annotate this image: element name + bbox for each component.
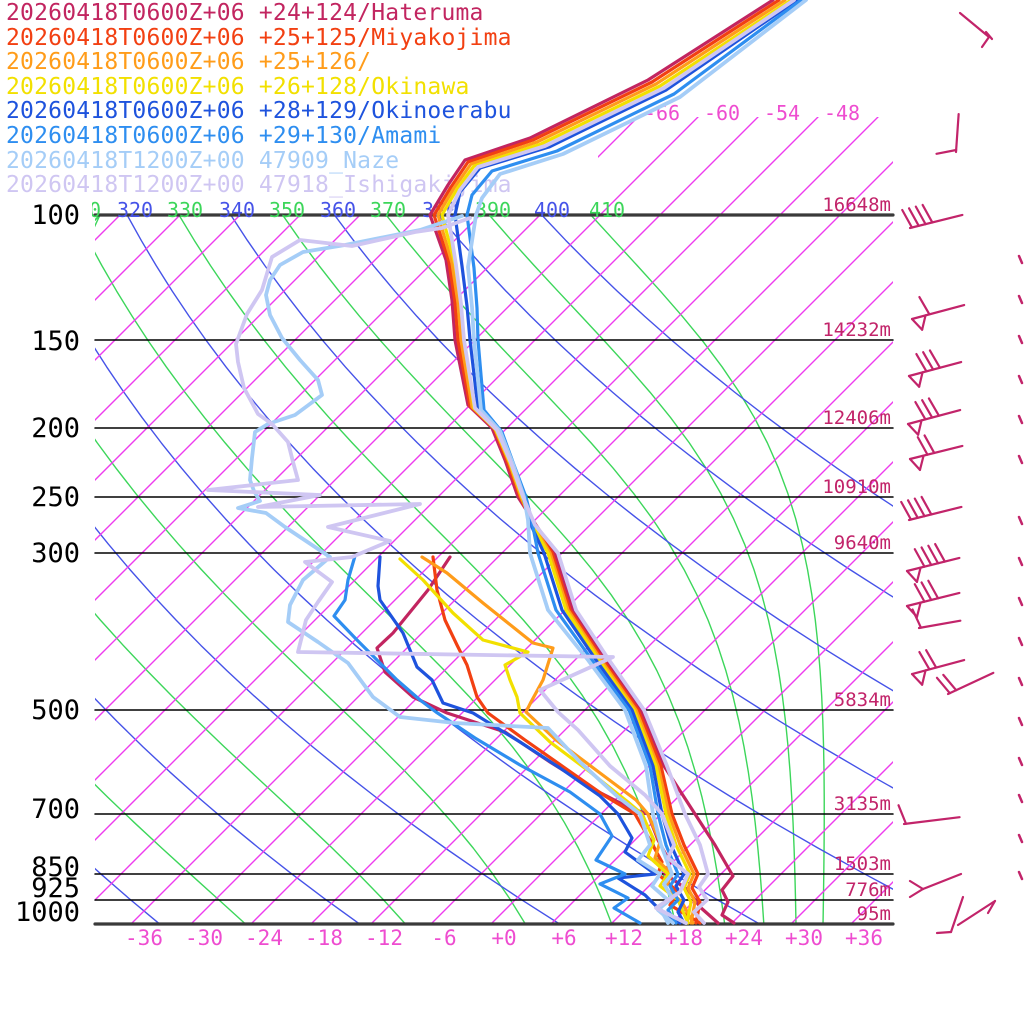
- svg-text:-54: -54: [764, 101, 800, 125]
- sounding-Naze_obs: [236, 0, 808, 925]
- temperature-curve-Hateruma_fcst: [428, 0, 775, 925]
- svg-text:360: 360: [320, 198, 356, 222]
- dry-adiabat-lines: [95, 215, 893, 924]
- svg-text:370: 370: [370, 198, 406, 222]
- dewpoint-curve-Ishigakijima_obs: [206, 216, 690, 925]
- legend-row-7: 20260418T1200Z+00 47918_Ishigakijima: [6, 172, 512, 199]
- svg-text:5834m: 5834m: [834, 689, 891, 711]
- svg-text:850: 850: [31, 852, 80, 883]
- sounding-Ishigakijima_obs: [206, 0, 796, 925]
- svg-text:95m: 95m: [857, 903, 891, 925]
- svg-text:14232m: 14232m: [822, 319, 891, 341]
- svg-text:-6: -6: [431, 926, 456, 950]
- dewpoint-curve-Okinawa_fcst: [398, 557, 690, 925]
- dewpoint-curve-Naze_obs: [236, 214, 675, 925]
- svg-text:320: 320: [117, 198, 153, 222]
- adiabat-top-labels: 310 320 330 340 350 360 370 380 390 400 410: [65, 198, 625, 222]
- svg-text:250: 250: [31, 482, 80, 513]
- svg-text:-18: -18: [305, 926, 343, 950]
- svg-text:350: 350: [269, 198, 305, 222]
- pressure-lines: [93, 213, 895, 926]
- svg-text:-12: -12: [365, 926, 403, 950]
- svg-text:+24: +24: [725, 926, 763, 950]
- legend-row-0: 20260418T0600Z+06 +24+124/Hateruma: [6, 0, 484, 26]
- svg-text:+18: +18: [665, 926, 703, 950]
- svg-text:-60: -60: [704, 101, 740, 125]
- moist-adiabat-lines: [95, 215, 825, 924]
- svg-text:-30: -30: [185, 926, 223, 950]
- legend-row-5: 20260418T0600Z+06 +29+130/Amami: [6, 122, 442, 149]
- temperature-curve-Ishigakijima_obs: [446, 0, 796, 925]
- legend-row-3: 20260418T0600Z+06 +26+128/Okinawa: [6, 73, 470, 100]
- svg-text:1503m: 1503m: [834, 853, 891, 875]
- svg-text:12406m: 12406m: [822, 407, 891, 429]
- svg-text:+6: +6: [551, 926, 576, 950]
- wind-barbs: [897, 11, 1024, 935]
- svg-text:+30: +30: [785, 926, 823, 950]
- svg-text:310: 310: [65, 198, 101, 222]
- svg-text:+12: +12: [605, 926, 643, 950]
- svg-text:-36: -36: [125, 926, 163, 950]
- svg-text:400: 400: [534, 198, 570, 222]
- svg-text:150: 150: [31, 326, 80, 357]
- svg-text:-24: -24: [245, 926, 283, 950]
- svg-text:3135m: 3135m: [834, 793, 891, 815]
- svg-text:500: 500: [31, 695, 80, 726]
- legend-row-2: 20260418T0600Z+06 +25+126/: [6, 49, 372, 76]
- svg-text:340: 340: [219, 198, 255, 222]
- svg-text:9640m: 9640m: [834, 532, 891, 554]
- legend-row-6: 20260418T1200Z+00 47909_Naze: [6, 147, 400, 174]
- sounding-legend: 20260418T0600Z+06 +24+124/Hateruma 202604…: [6, 1, 512, 198]
- svg-text:-48: -48: [824, 101, 860, 125]
- svg-text:700: 700: [31, 794, 80, 825]
- dewpoint-curve-Amami_fcst: [332, 554, 642, 925]
- svg-text:330: 330: [167, 198, 203, 222]
- svg-text:776m: 776m: [845, 879, 891, 901]
- isotherm-lines: [95, 117, 893, 924]
- svg-text:1000: 1000: [15, 897, 80, 928]
- svg-text:925: 925: [31, 873, 80, 904]
- svg-text:300: 300: [31, 538, 80, 569]
- dewpoint-curve-Okinoerabu_fcst: [376, 555, 682, 925]
- svg-text:+36: +36: [845, 926, 883, 950]
- legend-row-1: 20260418T0600Z+06 +25+125/Miyakojima: [6, 24, 512, 51]
- temperature-curve-Naze_obs: [466, 0, 808, 925]
- svg-text:10910m: 10910m: [822, 476, 891, 498]
- svg-text:200: 200: [31, 413, 80, 444]
- legend-row-4: 20260418T0600Z+06 +28+129/Okinoerabu: [6, 98, 512, 125]
- svg-text:+0: +0: [491, 926, 516, 950]
- temperature-curve-fcst_25N126E: [436, 0, 787, 925]
- svg-text:100: 100: [31, 200, 80, 231]
- svg-text:16648m: 16648m: [822, 194, 891, 216]
- svg-text:410: 410: [589, 198, 625, 222]
